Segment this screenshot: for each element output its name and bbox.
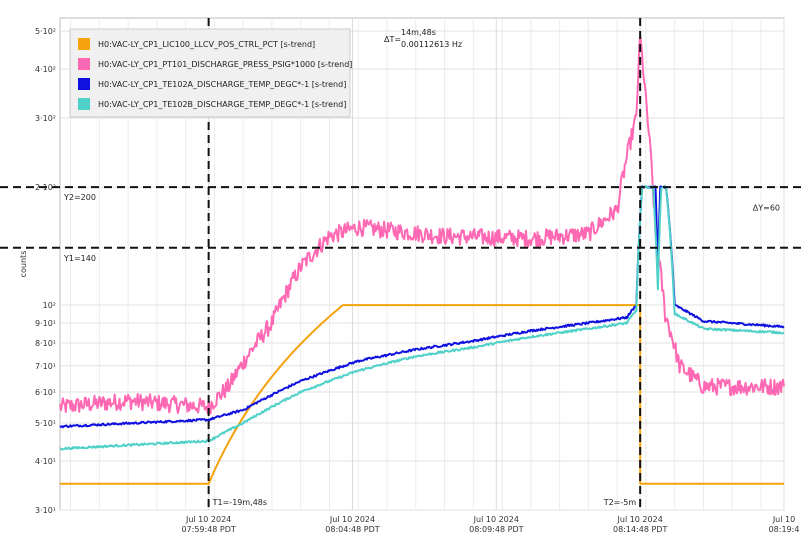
y-tick-label: 3·10¹ [35, 506, 56, 515]
cursor-delta-t-frequency: 0.00112613 Hz [401, 40, 462, 49]
y-tick-label: 10² [43, 301, 56, 310]
cursor-delta-t-value: 14m,48s [401, 28, 436, 37]
legend-label-2: H0:VAC-LY_CP1_PT101_DISCHARGE_PRESS_PSIG… [98, 60, 352, 69]
x-tick-label-date: Jul 10 [772, 515, 795, 524]
y-tick-label: 3·10² [35, 114, 56, 123]
cursor-delta-t-prefix: ΔT= [384, 35, 401, 44]
legend-swatch-1 [78, 38, 90, 50]
x-tick-label-time: 08:19:4 [769, 525, 800, 534]
legend-swatch-2 [78, 58, 90, 70]
legend-label-3: H0:VAC-LY_CP1_TE102A_DISCHARGE_TEMP_DEGC… [98, 80, 346, 89]
x-tick-label-time: 08:04:48 PDT [325, 525, 379, 534]
y-axis-label: counts [19, 251, 28, 278]
cursor-y2-label: Y2=200 [63, 193, 96, 202]
x-tick-label-date: Jul 10 2024 [617, 515, 663, 524]
y-tick-label: 7·10¹ [35, 362, 56, 371]
legend-swatch-3 [78, 78, 90, 90]
y-tick-label: 8·10¹ [35, 339, 56, 348]
legend-box [69, 28, 351, 118]
y-tick-label: 6·10¹ [35, 388, 56, 397]
cursor-t1-label: T1=-19m,48s [212, 498, 267, 507]
x-tick-label-time: 07:59:48 PDT [181, 525, 235, 534]
legend: H0:VAC-LY_CP1_LIC100_LLCV_POS_CTRL_PCT [… [69, 28, 352, 118]
y-tick-label: 4·10¹ [35, 457, 56, 466]
legend-label-1: H0:VAC-LY_CP1_LIC100_LLCV_POS_CTRL_PCT [… [98, 40, 315, 49]
legend-label-4: H0:VAC-LY_CP1_TE102B_DISCHARGE_TEMP_DEGC… [98, 100, 346, 109]
x-tick-label-date: Jul 10 2024 [329, 515, 375, 524]
x-tick-label-time: 08:09:48 PDT [469, 525, 523, 534]
cursor-delta-y-label: ΔY=60 [753, 203, 780, 212]
axes: 3·10¹4·10¹5·10¹6·10¹7·10¹8·10¹9·10¹10²2·… [19, 27, 799, 534]
cursor-y1-label: Y1=140 [63, 254, 96, 263]
cursor-t2-label: T2=-5m [603, 498, 637, 507]
series-line-2 [59, 34, 785, 415]
x-tick-label-time: 08:14:48 PDT [613, 525, 667, 534]
y-tick-label: 5·10¹ [35, 419, 56, 428]
x-tick-label-date: Jul 10 2024 [185, 515, 231, 524]
y-tick-label: 5·10² [35, 27, 56, 36]
legend-swatch-4 [78, 98, 90, 110]
y-tick-label: 9·10¹ [35, 319, 56, 328]
y-tick-label: 4·10² [35, 65, 56, 74]
x-tick-label-date: Jul 10 2024 [473, 515, 519, 524]
series-line-1 [60, 304, 784, 485]
